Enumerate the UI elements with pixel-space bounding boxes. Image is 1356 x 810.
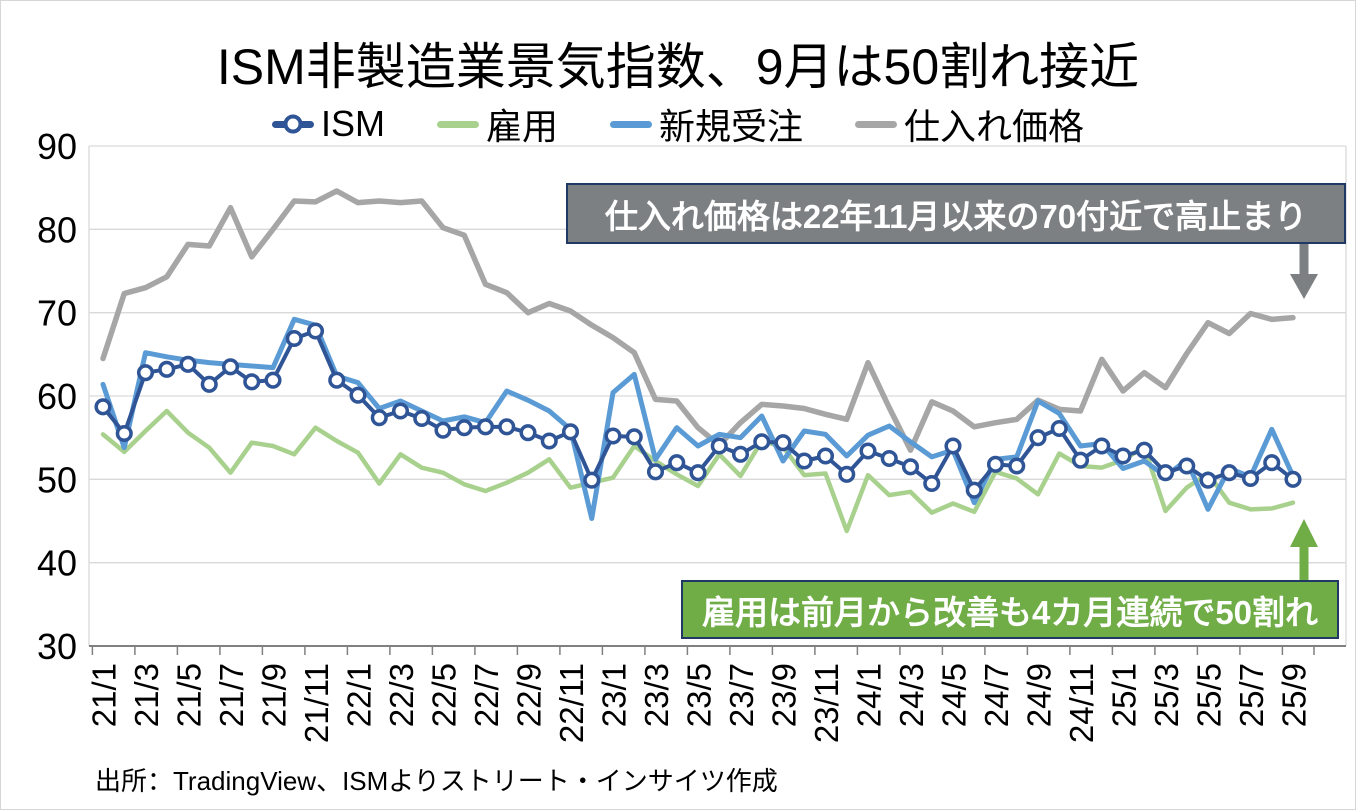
svg-text:22/9: 22/9 bbox=[510, 663, 547, 727]
source-note: 出所：TradingView、ISMよりストリート・インサイツ作成 bbox=[95, 766, 778, 796]
legend-item-prices: 仕入れ価格 bbox=[855, 98, 1084, 150]
legend-item-new-orders: 新規受注 bbox=[610, 98, 803, 150]
legend-label-new-orders: 新規受注 bbox=[659, 106, 804, 147]
svg-text:21/3: 21/3 bbox=[128, 663, 165, 727]
svg-text:24/1: 24/1 bbox=[850, 663, 887, 727]
x-axis bbox=[89, 645, 1346, 655]
svg-text:21/9: 21/9 bbox=[255, 663, 292, 727]
svg-text:22/5: 22/5 bbox=[425, 663, 462, 727]
svg-text:60: 60 bbox=[37, 376, 77, 417]
svg-text:23/1: 23/1 bbox=[595, 663, 632, 727]
svg-text:25/5: 25/5 bbox=[1190, 663, 1227, 727]
svg-text:25/1: 25/1 bbox=[1105, 663, 1142, 727]
legend-label-employment: 雇用 bbox=[485, 106, 558, 147]
svg-text:21/5: 21/5 bbox=[170, 663, 207, 727]
svg-text:24/11: 24/11 bbox=[1063, 663, 1100, 743]
svg-text:24/5: 24/5 bbox=[935, 663, 972, 727]
svg-text:70: 70 bbox=[37, 293, 77, 334]
svg-text:50: 50 bbox=[37, 459, 77, 500]
svg-text:23/3: 23/3 bbox=[638, 663, 675, 727]
svg-text:21/11: 21/11 bbox=[298, 663, 335, 743]
prices-arrow-down-icon bbox=[1299, 243, 1309, 276]
y-axis-labels: 30 40 50 60 70 80 90 bbox=[37, 126, 77, 667]
legend-label-prices: 仕入れ価格 bbox=[904, 106, 1085, 147]
svg-text:80: 80 bbox=[37, 209, 77, 250]
legend-item-employment: 雇用 bbox=[436, 98, 558, 150]
ism-markers bbox=[94, 322, 1302, 499]
employment-arrow-up-icon bbox=[1290, 519, 1318, 547]
employment-line-icon bbox=[436, 120, 479, 128]
svg-text:40: 40 bbox=[37, 543, 77, 584]
svg-text:22/11: 22/11 bbox=[553, 663, 590, 743]
svg-text:22/1: 22/1 bbox=[340, 663, 377, 727]
svg-text:25/9: 25/9 bbox=[1275, 663, 1312, 727]
legend-label-ism: ISM bbox=[320, 103, 385, 144]
svg-text:23/11: 23/11 bbox=[808, 663, 845, 743]
svg-text:23/7: 23/7 bbox=[723, 663, 760, 727]
ism-line-circle-icon bbox=[271, 120, 314, 128]
svg-text:25/7: 25/7 bbox=[1233, 663, 1270, 727]
annotation-arrows bbox=[1290, 243, 1318, 581]
svg-text:24/9: 24/9 bbox=[1020, 663, 1057, 727]
x-axis-labels: 21/1 21/3 21/5 21/7 21/9 21/11 22/1 22/3 22/5 22/… bbox=[85, 663, 1312, 743]
svg-text:25/3: 25/3 bbox=[1148, 663, 1185, 727]
prices-line-icon bbox=[855, 120, 898, 128]
employment-arrow-up-icon bbox=[1299, 545, 1309, 581]
svg-text:30: 30 bbox=[37, 626, 77, 667]
svg-text:23/9: 23/9 bbox=[765, 663, 802, 727]
svg-text:21/1: 21/1 bbox=[85, 663, 122, 727]
svg-text:22/7: 22/7 bbox=[468, 663, 505, 727]
new-orders-line-icon bbox=[610, 120, 652, 128]
chart-title: ISM非製造業景気指数、9月は50割れ接近 bbox=[216, 39, 1140, 95]
svg-text:22/3: 22/3 bbox=[383, 663, 420, 727]
svg-text:24/7: 24/7 bbox=[978, 663, 1015, 727]
annotation-prices-callout: 仕入れ価格は22年11月以来の70付近で高止まり bbox=[566, 183, 1346, 244]
svg-text:21/7: 21/7 bbox=[213, 663, 250, 727]
svg-text:90: 90 bbox=[37, 126, 77, 167]
prices-arrow-down-icon bbox=[1290, 274, 1318, 299]
legend: ISM 雇用 新規受注 仕入れ価格 bbox=[1, 98, 1355, 150]
svg-text:24/3: 24/3 bbox=[893, 663, 930, 727]
annotation-employment-callout: 雇用は前月から改善も4カ月連続で50割れ bbox=[681, 580, 1339, 639]
legend-item-ism: ISM bbox=[271, 103, 385, 145]
svg-text:23/5: 23/5 bbox=[680, 663, 717, 727]
